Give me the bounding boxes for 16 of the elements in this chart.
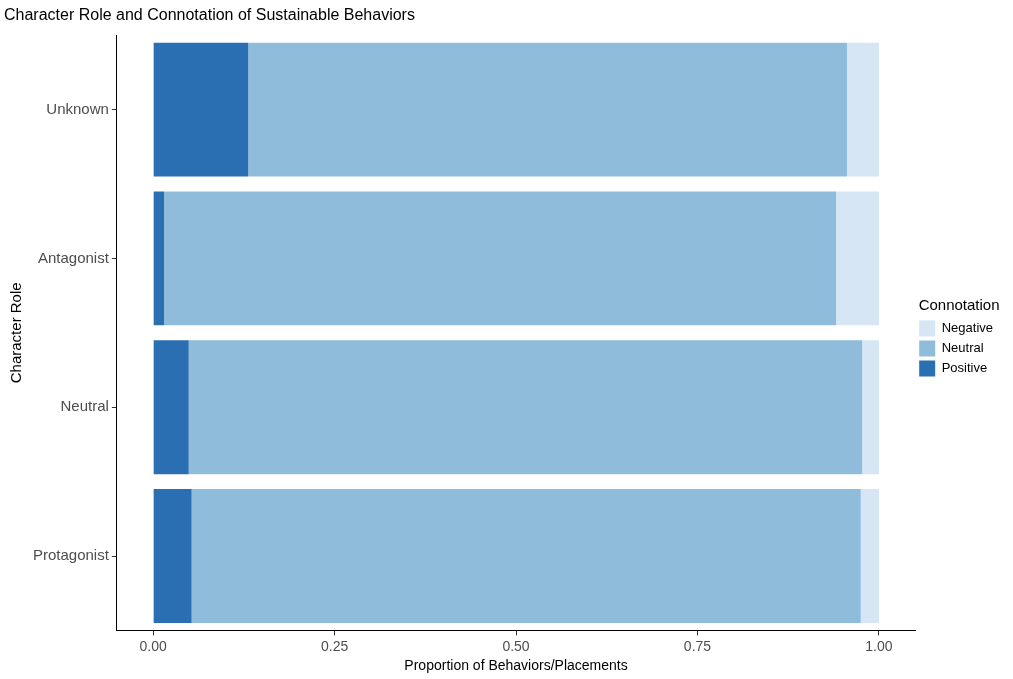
x-tick-label: 0.00 <box>139 637 167 654</box>
x-tick-label: 0.50 <box>502 637 530 654</box>
y-tick-label: Unknown <box>46 99 109 117</box>
y-tick-label: Neutral <box>60 397 109 415</box>
legend-label: Negative <box>941 320 993 336</box>
x-tick-label: 0.75 <box>683 637 712 654</box>
chart-title: Character Role and Connotation of Sustainable Behaviors <box>4 6 415 24</box>
legend-label: Neutral <box>941 340 984 356</box>
y-tick-label: Protagonist <box>32 546 110 564</box>
x-tick-label: 1.00 <box>865 637 893 654</box>
y-tick-label: Antagonist <box>37 248 110 266</box>
legend-label: Positive <box>941 360 988 376</box>
x-axis-title: Proportion of Behaviors/Placements <box>404 657 628 674</box>
legend-title: Connotation <box>918 296 1000 314</box>
x-tick-label: 0.25 <box>320 637 349 654</box>
y-axis-title: Character Role <box>7 282 25 384</box>
